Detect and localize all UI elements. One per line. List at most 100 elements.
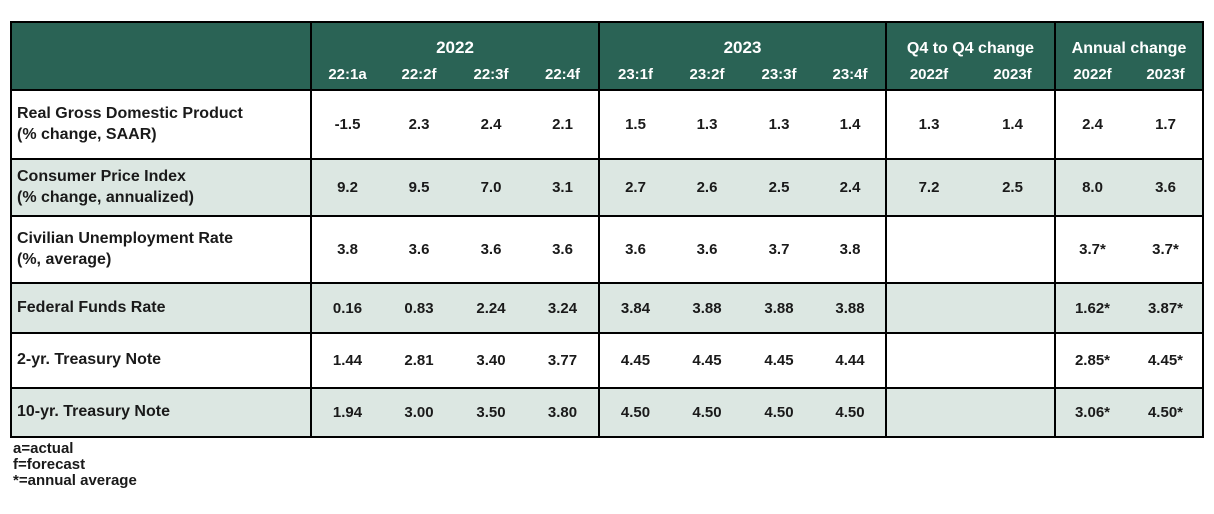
value-cell	[885, 333, 971, 388]
row-label-cell: 10-yr. Treasury Note	[11, 388, 311, 437]
value-cell: 1.3	[696, 116, 718, 133]
value-cell: 2.85*	[1054, 333, 1129, 388]
table-row-cpi: Consumer Price Index (% change, annualiz…	[11, 159, 1203, 216]
value-cell	[971, 216, 1055, 283]
header-group-row: 2022 2023 Q4 to Q4 change Annual change	[11, 22, 1203, 90]
value-cell: -1.5	[310, 90, 383, 159]
value-cell: 4.50	[835, 404, 865, 421]
table-row-unemployment: Civilian Unemployment Rate (%, average) …	[11, 216, 1203, 283]
value-cell: 2.24	[476, 299, 506, 317]
row-label-cell: Consumer Price Index (% change, annualiz…	[11, 159, 311, 216]
row-label-cell: 2-yr. Treasury Note	[11, 333, 311, 388]
q4-change-year-header: 2022f	[885, 59, 971, 90]
row-sublabel: (%, average)	[17, 250, 112, 268]
value-cell: 4.50	[764, 404, 794, 421]
value-cell: 2.81	[404, 352, 434, 369]
table-body: Real Gross Domestic Product (% change, S…	[11, 90, 1203, 437]
value-cell: 2.1	[552, 116, 573, 133]
quarter-header: 23:3f	[743, 59, 815, 90]
row-label: Civilian Unemployment Rate	[17, 229, 234, 247]
value-cell	[885, 388, 971, 437]
value-cell: 9.2	[310, 159, 383, 216]
header-column-row: 22:1a 22:2f 22:3f 22:4f 23:1f 23:2f 23:3…	[11, 59, 1203, 90]
value-cell: 4.45	[598, 333, 671, 388]
footnotes: a=actual f=forecast *=annual average	[13, 441, 137, 489]
row-label: 2-yr. Treasury Note	[17, 351, 162, 369]
value-cell: 3.7*	[1152, 241, 1179, 258]
row-label: 10-yr. Treasury Note	[17, 403, 170, 421]
value-cell: 3.6	[552, 241, 573, 258]
year-group-2022: 2022	[310, 22, 599, 59]
value-cell: 3.6	[480, 241, 502, 258]
footnote-actual: a=actual	[13, 440, 74, 457]
value-cell: 1.4	[1002, 116, 1023, 133]
table-row-gdp: Real Gross Domestic Product (% change, S…	[11, 90, 1203, 159]
value-cell: 2.7	[598, 159, 671, 216]
value-cell: 2.4	[839, 179, 861, 196]
row-label: Federal Funds Rate	[17, 298, 166, 316]
value-cell: 3.6	[1155, 179, 1176, 196]
value-cell: 9.5	[408, 179, 430, 196]
row-label-cell: Civilian Unemployment Rate (%, average)	[11, 216, 311, 283]
value-cell: 4.50	[692, 404, 722, 421]
value-cell: 3.88	[692, 299, 722, 317]
value-cell: 4.50	[598, 388, 671, 437]
quarter-header: 22:3f	[455, 59, 527, 90]
value-cell: 3.8	[310, 216, 383, 283]
value-cell: 2.5	[1002, 179, 1023, 196]
value-cell: 3.00	[404, 404, 434, 421]
value-cell: 3.40	[476, 352, 506, 369]
value-cell: 4.50*	[1147, 404, 1184, 421]
value-cell	[971, 333, 1055, 388]
value-cell: 1.3	[885, 90, 971, 159]
value-cell: 3.1	[552, 179, 573, 196]
quarter-header: 22:2f	[383, 59, 455, 90]
value-cell: 2.5	[768, 179, 790, 196]
row-label-cell: Federal Funds Rate	[11, 283, 311, 333]
value-cell: 1.7	[1155, 116, 1176, 133]
table-row-10yr-treasury: 10-yr. Treasury Note 1.94 3.00 3.50 3.80…	[11, 388, 1203, 437]
economic-forecast-table: 2022 2023 Q4 to Q4 change Annual change …	[10, 21, 1204, 438]
value-cell: 0.16	[310, 283, 383, 333]
value-cell: 4.44	[835, 352, 865, 369]
row-label: Real Gross Domestic Product	[17, 104, 243, 122]
forecast-table-wrap: 2022 2023 Q4 to Q4 change Annual change …	[10, 21, 1204, 438]
value-cell: 3.77	[547, 352, 578, 369]
value-cell	[971, 388, 1055, 437]
value-cell: 3.7*	[1054, 216, 1129, 283]
footnote-annual-average: *=annual average	[13, 472, 137, 489]
value-cell: 3.6	[696, 241, 718, 258]
table-row-fed-funds: Federal Funds Rate 0.16 0.83 2.24 3.24 3…	[11, 283, 1203, 333]
value-cell: 3.88	[835, 299, 865, 317]
value-cell: 2.4	[1054, 90, 1129, 159]
quarter-header: 23:2f	[671, 59, 743, 90]
group-q4-to-q4-change: Q4 to Q4 change	[885, 22, 1055, 59]
value-cell: 3.6	[598, 216, 671, 283]
table-row-2yr-treasury: 2-yr. Treasury Note 1.44 2.81 3.40 3.77 …	[11, 333, 1203, 388]
value-cell: 3.06*	[1054, 388, 1129, 437]
value-cell: 2.6	[696, 179, 718, 196]
value-cell: 1.3	[768, 116, 790, 133]
value-cell: 7.2	[885, 159, 971, 216]
table-header: 2022 2023 Q4 to Q4 change Annual change …	[11, 22, 1203, 90]
value-cell	[971, 283, 1055, 333]
row-label: Consumer Price Index	[17, 167, 186, 185]
footnote-forecast: f=forecast	[13, 456, 86, 473]
value-cell: 3.80	[547, 404, 578, 421]
value-cell: 3.84	[598, 283, 671, 333]
value-cell	[885, 216, 971, 283]
value-cell: 7.0	[480, 179, 502, 196]
value-cell: 4.45	[692, 352, 722, 369]
group-annual-change: Annual change	[1054, 22, 1203, 59]
annual-change-year-header: 2023f	[1129, 59, 1203, 90]
value-cell: 2.4	[480, 116, 502, 133]
value-cell: 1.44	[310, 333, 383, 388]
value-cell: 4.45*	[1147, 352, 1184, 369]
value-cell: 3.88	[764, 299, 794, 317]
value-cell: 8.0	[1054, 159, 1129, 216]
value-cell: 3.24	[547, 299, 578, 317]
value-cell: 3.87*	[1147, 299, 1184, 317]
value-cell: 4.45	[764, 352, 794, 369]
value-cell	[885, 283, 971, 333]
